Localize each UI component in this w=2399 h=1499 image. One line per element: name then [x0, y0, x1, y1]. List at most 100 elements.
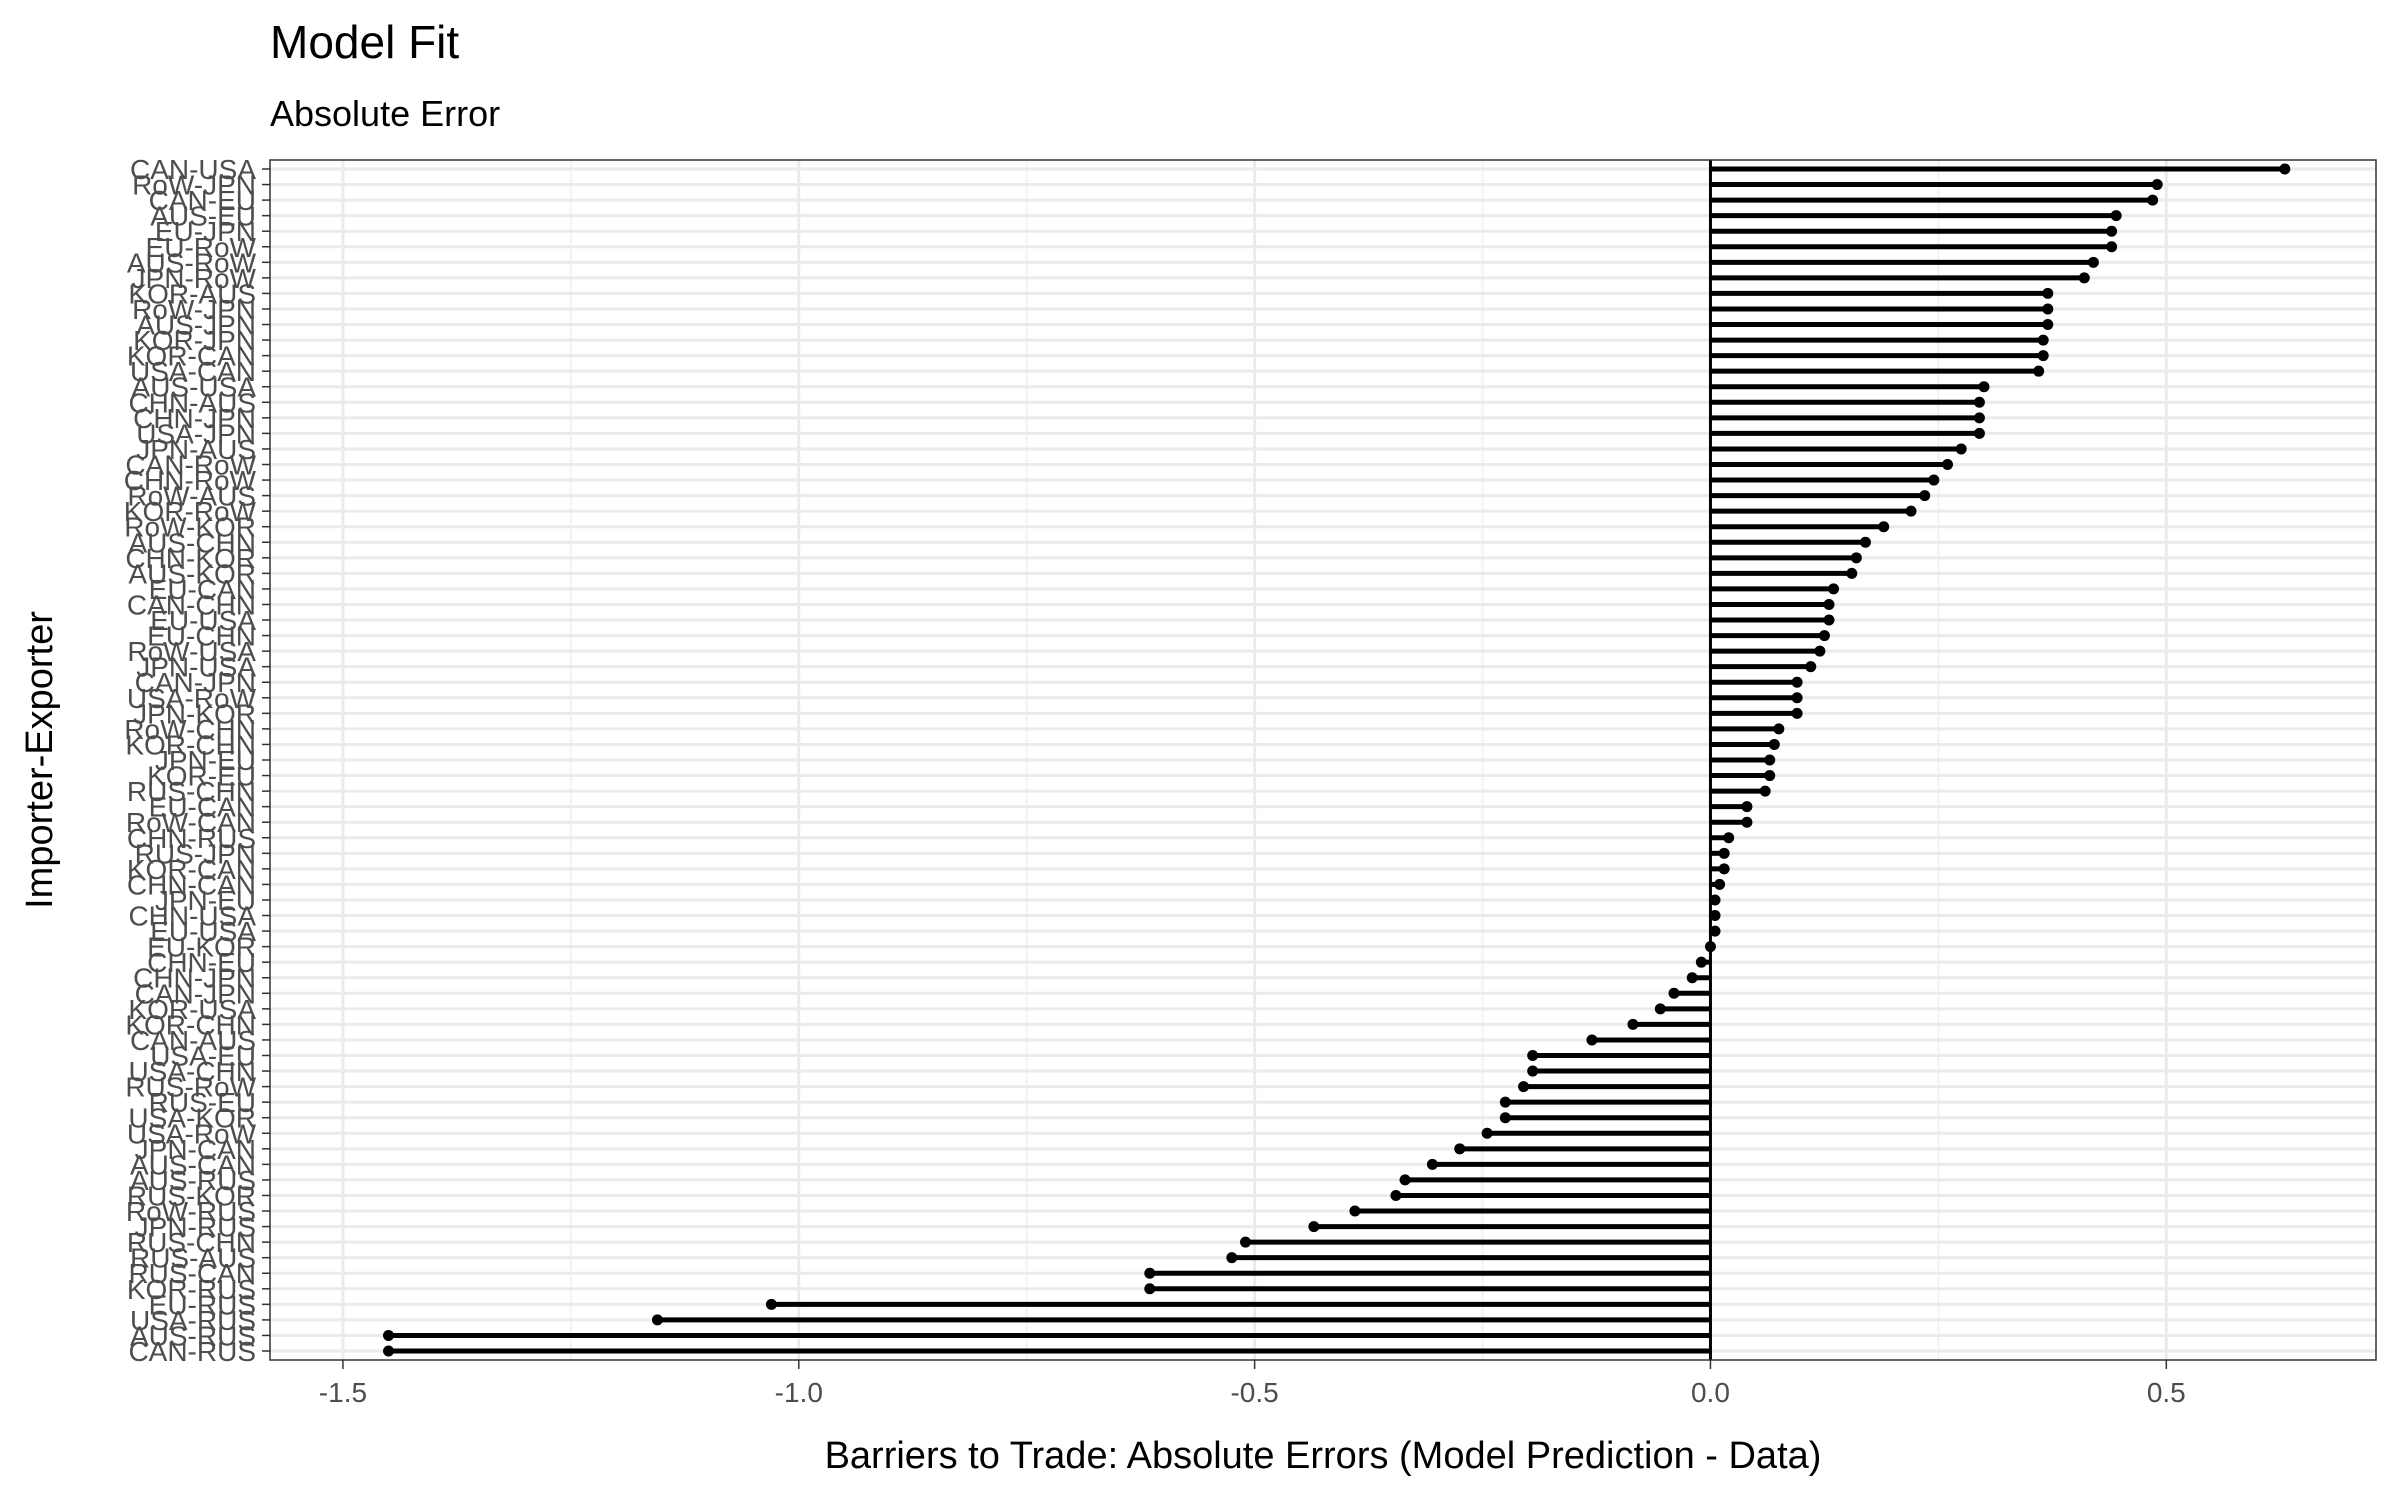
y-tick-label: AUS-CAN — [130, 1149, 256, 1180]
y-tick-label: USA-RoW — [127, 683, 257, 714]
lollipop-point — [383, 1345, 395, 1357]
lollipop-point — [2087, 256, 2099, 268]
lollipop-point — [1768, 738, 1780, 750]
lollipop-point — [1454, 1143, 1466, 1155]
lollipop-point — [1978, 381, 1990, 393]
y-tick-label: CAN-JPN — [135, 978, 256, 1009]
lollipop-point — [1499, 1112, 1511, 1124]
y-tick-label: KOR-CHN — [125, 1009, 256, 1040]
y-tick-label: RoW-CAN — [126, 807, 256, 838]
x-tick-label: -1.0 — [775, 1377, 823, 1408]
y-tick-label: CHN-CAN — [127, 869, 256, 900]
lollipop-point — [1709, 894, 1721, 906]
lollipop-point — [1686, 972, 1698, 984]
lollipop-point — [1527, 1050, 1539, 1061]
y-tick-label: EU-CHN — [147, 621, 256, 652]
lollipop-point — [1654, 1003, 1666, 1015]
y-tick-label: RUS-CHN — [127, 1227, 256, 1258]
x-axis-title: Barriers to Trade: Absolute Errors (Mode… — [825, 1435, 1822, 1477]
x-tick-label: 0.5 — [2147, 1377, 2186, 1408]
lollipop-point — [1764, 770, 1776, 782]
lollipop-point — [1850, 552, 1862, 564]
y-tick-label: EU-USA — [150, 916, 256, 947]
lollipop-point — [1973, 396, 1985, 408]
lollipop-point — [1695, 956, 1707, 968]
y-tick-label: AUS-RUS — [130, 1165, 256, 1196]
y-tick-label: JPN-RUS — [135, 1212, 256, 1243]
y-tick-label: USA-KOR — [128, 1103, 256, 1134]
y-tick-label: CAN-AUS — [130, 1025, 256, 1056]
lollipop-point — [1586, 1034, 1598, 1046]
x-tick-label: -0.5 — [1230, 1377, 1278, 1408]
y-tick-label: KOR-RUS — [127, 1274, 256, 1305]
lollipop-point — [1481, 1127, 1493, 1139]
y-tick-label: AUS-USA — [132, 372, 257, 403]
lollipop-point — [1704, 941, 1716, 953]
y-tick-label: RoW-JPN — [132, 294, 256, 325]
y-tick-label: KOR-AUS — [128, 278, 256, 309]
y-tick-label: USA-CAN — [130, 356, 256, 387]
lollipop-point — [1878, 521, 1890, 533]
lollipop-point — [1627, 1018, 1639, 1030]
y-tick-label: RoW-RUS — [126, 1196, 256, 1227]
y-tick-label: KOR-RoW — [124, 496, 257, 527]
y-tick-label: KOR-CAN — [127, 341, 256, 372]
lollipop-point — [1791, 707, 1803, 719]
lollipop-point — [1709, 925, 1721, 937]
lollipop-point — [1773, 723, 1785, 735]
lollipop-point — [1859, 536, 1871, 548]
chart-title: Model Fit — [270, 16, 459, 68]
y-tick-label: RUS-AUS — [130, 1243, 256, 1274]
lollipop-point — [2042, 287, 2054, 299]
y-tick-label: USA-RoW — [127, 1118, 257, 1149]
lollipop-point — [1308, 1221, 1320, 1233]
y-tick-label: JPN-CAN — [135, 1134, 256, 1165]
lollipop-point — [1718, 863, 1730, 875]
x-axis-ticks: -1.5 -1.0 -0.5 0.0 0.5 — [319, 1360, 2186, 1408]
lollipop-point — [1668, 987, 1680, 999]
chart-subtitle: Absolute Error — [270, 93, 500, 134]
y-tick-label: CHN-RUS — [127, 823, 256, 854]
lollipop-point — [2106, 241, 2118, 253]
lollipop-point — [1240, 1236, 1252, 1248]
x-tick-label: -1.5 — [319, 1377, 367, 1408]
y-tick-label: JPN-EU — [155, 745, 256, 776]
lollipop-point — [1973, 427, 1985, 439]
y-tick-label: EU-RUS — [149, 1289, 256, 1320]
y-tick-label: EU-CAN — [149, 574, 256, 605]
lollipop-point — [2106, 225, 2118, 237]
lollipop-point — [2042, 319, 2054, 331]
y-tick-label: KOR-USA — [128, 994, 256, 1025]
lollipop-point — [651, 1314, 663, 1326]
lollipop-point — [1499, 1096, 1511, 1108]
y-tick-label: AUS-RUS — [130, 1320, 256, 1351]
lollipop-point — [2147, 194, 2159, 206]
lollipop-point — [1955, 443, 1967, 455]
y-tick-label: CAN-RoW — [125, 450, 256, 481]
y-tick-label: AUS-RoW — [127, 247, 257, 278]
y-tick-label: CHN-USA — [128, 901, 256, 932]
y-axis-labels: CAN-USARoW-JPNCAN-EUAUS-EUEU-JPNEU-RoWAU… — [124, 154, 270, 1367]
y-tick-label: AUS-JPN — [136, 310, 256, 341]
lollipop-point — [1846, 567, 1858, 579]
y-tick-label: RoW-AUS — [127, 481, 256, 512]
lollipop-point — [1741, 801, 1753, 813]
lollipop-point — [2033, 365, 2045, 377]
y-axis-title: Importer-Exporter — [19, 611, 61, 909]
lollipop-point — [1764, 754, 1776, 766]
y-tick-label: CHN-EU — [147, 947, 256, 978]
y-tick-label: EU-JPN — [155, 216, 256, 247]
lollipop-point — [1144, 1283, 1156, 1295]
y-tick-label: RUS-CHN — [127, 776, 256, 807]
y-tick-label: CHN-AUS — [128, 387, 256, 418]
y-tick-label: USA-EU — [150, 1041, 256, 1072]
y-tick-label: RoW-JPN — [132, 170, 256, 201]
lollipop-point — [1942, 459, 1954, 470]
y-tick-label: CAN-RUS — [128, 1336, 256, 1367]
lollipop-point — [2078, 272, 2090, 284]
y-tick-label: RoW-USA — [127, 636, 256, 667]
lollipop-point — [1759, 785, 1771, 797]
lollipop-point — [1426, 1158, 1438, 1170]
y-tick-label: CHN-RoW — [124, 465, 257, 496]
